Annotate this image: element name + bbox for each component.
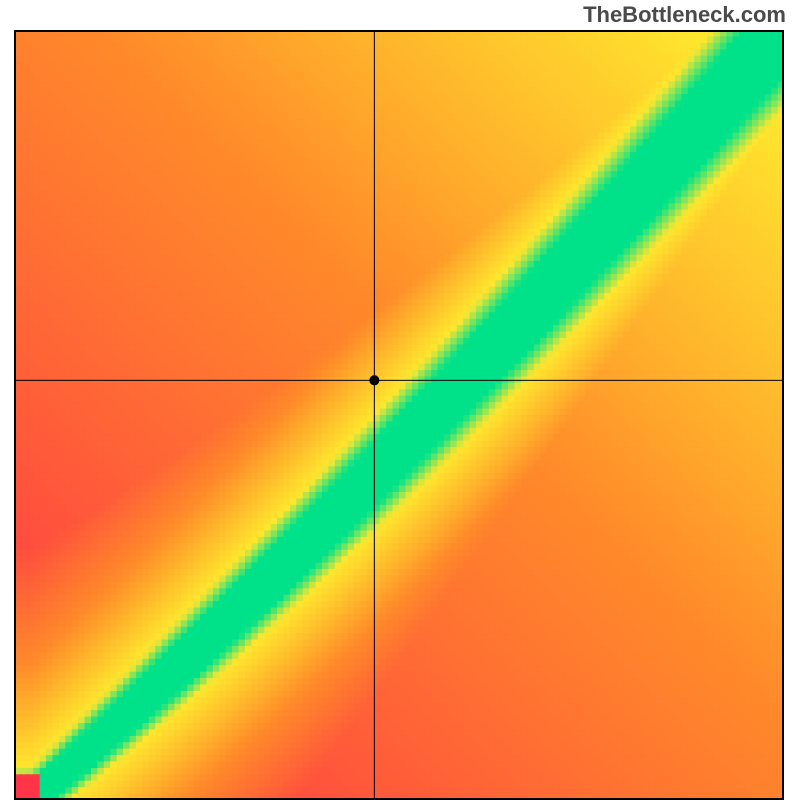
bottleneck-heatmap xyxy=(14,30,784,800)
chart-container: TheBottleneck.com xyxy=(0,0,800,800)
watermark-label: TheBottleneck.com xyxy=(583,2,786,28)
